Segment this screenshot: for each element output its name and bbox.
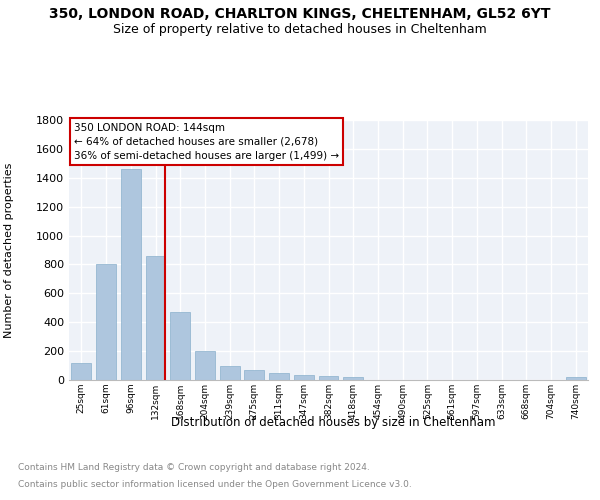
Bar <box>244 370 264 380</box>
Text: Number of detached properties: Number of detached properties <box>4 162 14 338</box>
Bar <box>146 256 166 380</box>
Text: Size of property relative to detached houses in Cheltenham: Size of property relative to detached ho… <box>113 22 487 36</box>
Bar <box>319 376 338 380</box>
Bar <box>269 373 289 380</box>
Text: Contains HM Land Registry data © Crown copyright and database right 2024.: Contains HM Land Registry data © Crown c… <box>18 464 370 472</box>
Bar <box>121 169 140 380</box>
Bar <box>566 378 586 380</box>
Bar <box>71 362 91 380</box>
Text: Distribution of detached houses by size in Cheltenham: Distribution of detached houses by size … <box>171 416 495 429</box>
Bar <box>220 366 239 380</box>
Bar <box>170 312 190 380</box>
Text: Contains public sector information licensed under the Open Government Licence v3: Contains public sector information licen… <box>18 480 412 489</box>
Bar <box>343 377 363 380</box>
Bar <box>96 264 116 380</box>
Bar <box>294 375 314 380</box>
Bar <box>195 351 215 380</box>
Text: 350, LONDON ROAD, CHARLTON KINGS, CHELTENHAM, GL52 6YT: 350, LONDON ROAD, CHARLTON KINGS, CHELTE… <box>49 8 551 22</box>
Text: 350 LONDON ROAD: 144sqm
← 64% of detached houses are smaller (2,678)
36% of semi: 350 LONDON ROAD: 144sqm ← 64% of detache… <box>74 122 340 160</box>
